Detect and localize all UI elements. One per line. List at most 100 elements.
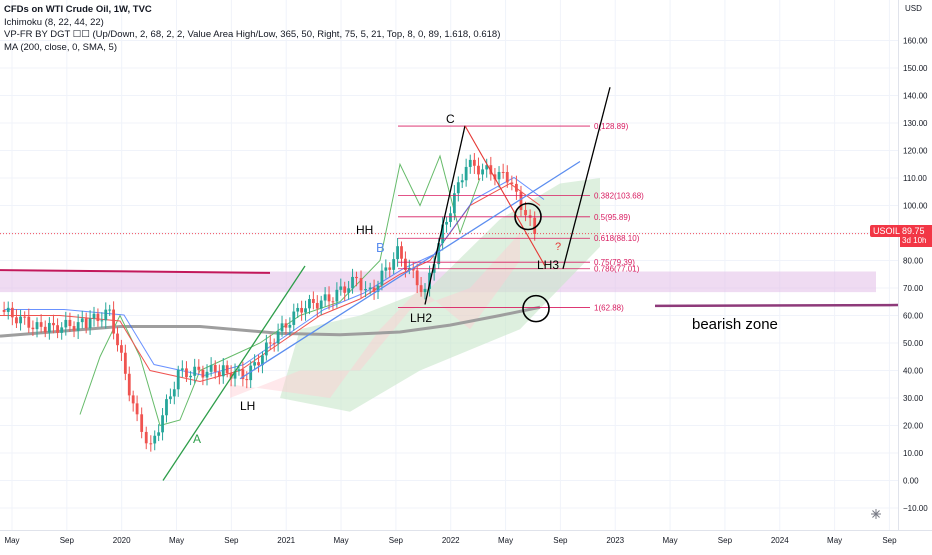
candle-body [284,323,288,328]
settings-icon-ray [875,513,880,518]
candle [411,262,415,279]
candle-body [153,435,157,444]
candle-body [176,369,180,390]
price-axis[interactable]: USD [898,0,932,530]
candle-body [52,322,55,326]
candle-body [168,396,172,400]
grid-lines [0,0,898,530]
label-hh: HH [356,223,373,237]
candle-body [400,246,403,259]
price-tick: 60.00 [903,312,924,321]
candle-body [464,166,468,181]
candle-body [189,375,192,378]
candle [96,308,100,327]
price-tick: 80.00 [903,257,924,266]
candle-body [510,182,514,184]
candle-body [441,224,445,244]
settings-icon[interactable] [871,509,881,519]
candle [388,262,392,278]
candle-body [380,270,384,286]
candle [80,310,84,329]
candle-body [165,399,168,416]
price-tick: −10.00 [903,504,928,513]
candle-body [419,285,423,293]
candle-body [144,431,148,444]
candle [400,241,403,267]
candle [176,365,180,397]
candle [456,176,460,202]
candle [84,312,88,334]
candle [505,165,509,188]
candle-body [120,345,123,353]
time-axis[interactable] [0,530,932,551]
candle-body [64,319,68,328]
price-axis-ticks: 160.00 150.00 140.00 130.00 120.00 110.00 100.… [903,37,928,514]
last-price-badge: 89.75 3d 10h [900,225,932,247]
candle [315,295,319,317]
candle-body [68,319,72,327]
candle-body [481,169,484,175]
candle [272,338,276,352]
candle [472,153,476,174]
candle-body [300,307,304,313]
candle-body [264,342,268,356]
price-tick: 50.00 [903,339,924,348]
candle-body [343,286,347,293]
candle-body [272,343,276,345]
candle [423,283,427,300]
price-tick: 140.00 [903,92,928,101]
candle [519,185,523,217]
candle-body [245,379,249,381]
candle [339,278,343,296]
candle-body [519,191,523,210]
candle [497,166,501,188]
fib-label: 0.5(95.89) [594,213,631,222]
candle [112,301,115,340]
time-tick: Sep [553,536,568,545]
candle-body [384,267,388,271]
candle-body [296,307,300,312]
candle [116,326,119,352]
candle-body [233,371,237,379]
trend-line-a [162,265,306,481]
candle [131,390,135,412]
candle [477,157,480,181]
time-tick: 2021 [277,536,295,545]
chart-title: CFDs on WTI Crude Oil, 1W, TVC [4,4,152,15]
time-tick: Sep [718,536,733,545]
candle-body [372,287,376,292]
candle [428,265,431,297]
settings-icon-ray [872,513,877,518]
candle-body [515,183,518,192]
candle [364,281,367,298]
candle-body [472,159,476,166]
price-tick: 10.00 [903,449,924,458]
target-circle-upper [514,202,542,231]
candle-body [35,322,39,330]
indicator-ma[interactable]: MA (200, close, 0, SMA, 5) [4,41,117,53]
label-c: C [446,112,455,126]
ichimoku-conversion [4,176,545,377]
candle [296,303,300,318]
drawings: A B C HH LH LH2 LH3? bearish zone [162,87,778,481]
fib-label: 0.382(103.68) [594,191,644,200]
candle [52,314,55,334]
candle-body [368,287,372,289]
candle-body [221,365,225,377]
candle-body [428,272,431,289]
label-lh: LH [240,399,255,413]
candle [161,408,164,441]
candle-body [404,258,407,270]
indicator-ichimoku[interactable]: Ichimoku (8, 22, 44, 22) [4,16,104,28]
candle-body [257,362,260,366]
time-tick: Sep [882,536,897,545]
candle-body [347,288,351,293]
indicator-vpfr[interactable]: VP-FR BY DGT ☐☐ (Up/Down, 2, 68, 2, 2, V… [4,29,501,40]
fib-label: 1(62.88) [594,304,624,313]
candle [229,365,233,387]
time-tick: May [827,536,842,545]
candle [396,238,399,267]
candle [168,388,172,404]
